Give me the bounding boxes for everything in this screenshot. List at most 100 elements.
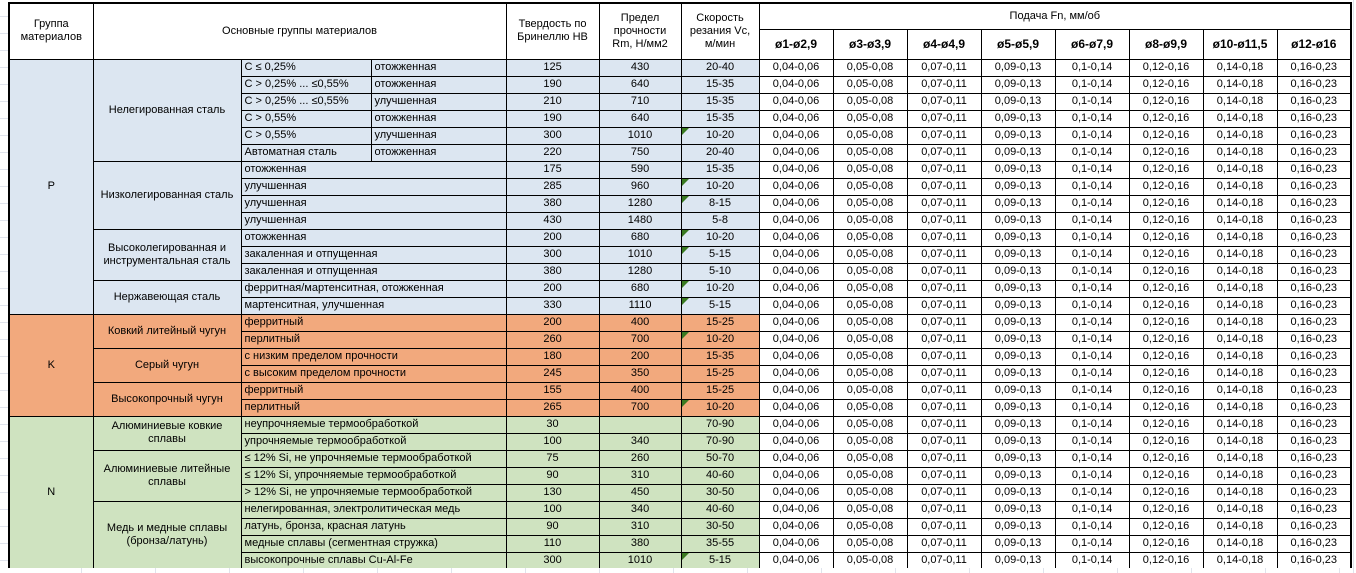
feed-cell[interactable]: 0,09-0,13 — [980, 432, 1056, 451]
feed-cell[interactable]: 0,1-0,14 — [1054, 194, 1130, 213]
strength-cell[interactable] — [598, 415, 682, 434]
feed-cell[interactable]: 0,07-0,11 — [906, 58, 982, 77]
family-name-cell[interactable]: Нелегированная сталь — [92, 58, 242, 162]
strength-cell[interactable]: 350 — [598, 364, 682, 383]
feed-cell[interactable]: 0,07-0,11 — [906, 160, 982, 179]
feed-cell[interactable]: 0,09-0,13 — [980, 296, 1056, 315]
hardness-cell[interactable]: 245 — [505, 364, 600, 383]
feed-cell[interactable]: 0,07-0,11 — [906, 364, 982, 383]
feed-cell[interactable]: 0,04-0,06 — [758, 75, 834, 94]
material-desc-cell[interactable]: перлитный — [240, 330, 507, 349]
feed-cell[interactable]: 0,1-0,14 — [1054, 466, 1130, 485]
feed-cell[interactable]: 0,07-0,11 — [906, 432, 982, 451]
feed-cell[interactable]: 0,05-0,08 — [832, 364, 908, 383]
cutting-speed-cell[interactable]: 10-20 — [680, 177, 760, 196]
material-desc-cell[interactable]: закаленная и отпущенная — [240, 245, 507, 264]
feed-cell[interactable]: 0,05-0,08 — [832, 534, 908, 553]
hardness-cell[interactable]: 90 — [505, 466, 600, 485]
material-state-cell[interactable]: улучшенная — [370, 126, 507, 145]
feed-cell[interactable]: 0,07-0,11 — [906, 449, 982, 468]
material-desc-cell[interactable]: неупрочняемые термообработкой — [240, 415, 507, 434]
col-header-feed-title[interactable]: Подача Fn, мм/об — [758, 2, 1352, 30]
cutting-speed-cell[interactable]: 10-20 — [680, 330, 760, 349]
col-header-feed-d8[interactable]: ø12-ø16 — [1276, 28, 1352, 60]
family-name-cell[interactable]: Высоколегированная и инструментальная ст… — [92, 228, 242, 281]
feed-cell[interactable]: 0,14-0,18 — [1202, 109, 1278, 128]
feed-cell[interactable]: 0,05-0,08 — [832, 177, 908, 196]
family-name-cell[interactable]: Алюминиевые литейные сплавы — [92, 449, 242, 502]
col-header-hardness[interactable]: Твердость по Бринеллю HB — [505, 2, 600, 60]
feed-cell[interactable]: 0,09-0,13 — [980, 483, 1056, 502]
feed-cell[interactable]: 0,04-0,06 — [758, 296, 834, 315]
feed-cell[interactable]: 0,12-0,16 — [1128, 364, 1204, 383]
group-code-cell[interactable]: N — [8, 415, 94, 570]
strength-cell[interactable]: 700 — [598, 398, 682, 417]
family-name-cell[interactable]: Алюминиевые ковкие сплавы — [92, 415, 242, 451]
cutting-speed-cell[interactable]: 10-20 — [680, 228, 760, 247]
cutting-speed-cell[interactable]: 30-50 — [680, 483, 760, 502]
feed-cell[interactable]: 0,1-0,14 — [1054, 381, 1130, 400]
strength-cell[interactable]: 1280 — [598, 194, 682, 213]
feed-cell[interactable]: 0,1-0,14 — [1054, 177, 1130, 196]
feed-cell[interactable]: 0,05-0,08 — [832, 432, 908, 451]
feed-cell[interactable]: 0,05-0,08 — [832, 262, 908, 281]
feed-cell[interactable]: 0,04-0,06 — [758, 534, 834, 553]
material-desc-cell[interactable]: улучшенная — [240, 211, 507, 230]
feed-cell[interactable]: 0,09-0,13 — [980, 245, 1056, 264]
col-header-feed-d4[interactable]: ø5-ø5,9 — [980, 28, 1056, 60]
feed-cell[interactable]: 0,07-0,11 — [906, 92, 982, 111]
feed-cell[interactable]: 0,07-0,11 — [906, 143, 982, 162]
feed-cell[interactable]: 0,09-0,13 — [980, 211, 1056, 230]
family-name-cell[interactable]: Высокопрочный чугун — [92, 381, 242, 417]
material-desc-cell[interactable]: C > 0,25% ... ≤0,55% — [240, 92, 372, 111]
feed-cell[interactable]: 0,04-0,06 — [758, 398, 834, 417]
feed-cell[interactable]: 0,1-0,14 — [1054, 92, 1130, 111]
feed-cell[interactable]: 0,14-0,18 — [1202, 483, 1278, 502]
strength-cell[interactable]: 1110 — [598, 296, 682, 315]
material-desc-cell[interactable]: латунь, бронза, красная латунь — [240, 517, 507, 536]
col-header-feed-d1[interactable]: ø1-ø2,9 — [758, 28, 834, 60]
family-name-cell[interactable]: Нержавеющая сталь — [92, 279, 242, 315]
material-desc-cell[interactable]: ферритный — [240, 313, 507, 332]
hardness-cell[interactable]: 285 — [505, 177, 600, 196]
feed-cell[interactable]: 0,16-0,23 — [1276, 483, 1352, 502]
feed-cell[interactable]: 0,04-0,06 — [758, 517, 834, 536]
feed-cell[interactable]: 0,12-0,16 — [1128, 517, 1204, 536]
feed-cell[interactable]: 0,12-0,16 — [1128, 313, 1204, 332]
material-desc-cell[interactable]: отожженная — [240, 228, 507, 247]
strength-cell[interactable]: 700 — [598, 330, 682, 349]
material-desc-cell[interactable]: Автоматная сталь — [240, 143, 372, 162]
cutting-speed-cell[interactable]: 20-40 — [680, 58, 760, 77]
strength-cell[interactable]: 750 — [598, 143, 682, 162]
material-desc-cell[interactable]: перлитный — [240, 398, 507, 417]
feed-cell[interactable]: 0,09-0,13 — [980, 194, 1056, 213]
feed-cell[interactable]: 0,05-0,08 — [832, 551, 908, 570]
feed-cell[interactable]: 0,09-0,13 — [980, 177, 1056, 196]
feed-cell[interactable]: 0,16-0,23 — [1276, 262, 1352, 281]
feed-cell[interactable]: 0,07-0,11 — [906, 534, 982, 553]
feed-cell[interactable]: 0,1-0,14 — [1054, 296, 1130, 315]
feed-cell[interactable]: 0,14-0,18 — [1202, 415, 1278, 434]
feed-cell[interactable]: 0,14-0,18 — [1202, 279, 1278, 298]
strength-cell[interactable]: 380 — [598, 534, 682, 553]
feed-cell[interactable]: 0,1-0,14 — [1054, 432, 1130, 451]
col-header-main-groups[interactable]: Основные группы материалов — [92, 2, 507, 60]
feed-cell[interactable]: 0,04-0,06 — [758, 364, 834, 383]
feed-cell[interactable]: 0,07-0,11 — [906, 466, 982, 485]
hardness-cell[interactable]: 130 — [505, 483, 600, 502]
feed-cell[interactable]: 0,07-0,11 — [906, 279, 982, 298]
feed-cell[interactable]: 0,07-0,11 — [906, 109, 982, 128]
feed-cell[interactable]: 0,05-0,08 — [832, 92, 908, 111]
feed-cell[interactable]: 0,12-0,16 — [1128, 262, 1204, 281]
feed-cell[interactable]: 0,1-0,14 — [1054, 228, 1130, 247]
feed-cell[interactable]: 0,04-0,06 — [758, 58, 834, 77]
strength-cell[interactable]: 430 — [598, 58, 682, 77]
feed-cell[interactable]: 0,16-0,23 — [1276, 245, 1352, 264]
feed-cell[interactable]: 0,04-0,06 — [758, 381, 834, 400]
feed-cell[interactable]: 0,05-0,08 — [832, 381, 908, 400]
feed-cell[interactable]: 0,16-0,23 — [1276, 296, 1352, 315]
feed-cell[interactable]: 0,04-0,06 — [758, 551, 834, 570]
feed-cell[interactable]: 0,12-0,16 — [1128, 126, 1204, 145]
feed-cell[interactable]: 0,16-0,23 — [1276, 313, 1352, 332]
strength-cell[interactable]: 400 — [598, 313, 682, 332]
